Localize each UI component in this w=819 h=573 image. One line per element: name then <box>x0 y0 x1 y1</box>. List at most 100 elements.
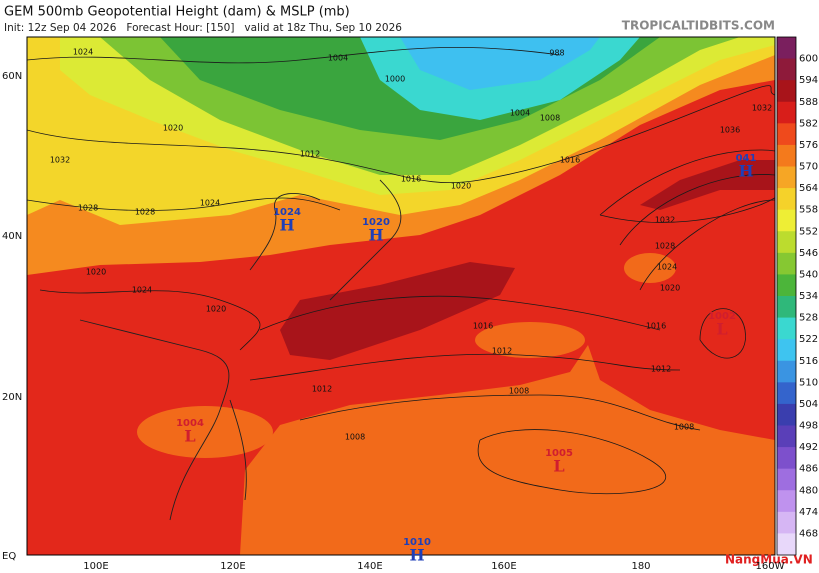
field-582-blob <box>137 406 273 458</box>
center-letter: L <box>184 427 195 446</box>
colorbar-cell <box>777 296 796 319</box>
isobar <box>27 85 775 184</box>
colorbar-label: 522 <box>799 334 818 345</box>
contour-label: 1012 <box>300 150 320 159</box>
colorbar-label: 540 <box>799 269 818 280</box>
coastline <box>249 193 321 271</box>
contour-label: 1016 <box>473 322 493 331</box>
contour-label: 1020 <box>86 268 106 277</box>
colorbar-cell <box>777 209 796 232</box>
colorbar-label: 600 <box>799 54 818 65</box>
colorbar-label: 516 <box>799 356 818 367</box>
isobar <box>699 308 746 359</box>
colorbar-label: 552 <box>799 226 818 237</box>
field-522 <box>400 37 600 90</box>
map-title: GEM 500mb Geopotential Height (dam) & MS… <box>4 5 350 20</box>
contour-label: 1024 <box>200 199 220 208</box>
lat-label: 20N <box>2 392 22 403</box>
colorbar-label: 474 <box>799 507 818 518</box>
colorbar-label: 534 <box>799 291 818 302</box>
watermark: NangMua.VN <box>725 553 813 567</box>
isobar <box>27 46 561 64</box>
colorbar-cell <box>777 188 796 211</box>
contour-label: 1016 <box>401 175 421 184</box>
center-pressure: 1020 <box>362 217 390 228</box>
lat-label: EQ <box>2 551 16 562</box>
colorbar-cell <box>777 339 796 362</box>
lon-label: 100E <box>83 561 108 572</box>
lon-label: 160E <box>491 561 516 572</box>
field-582-south <box>240 345 775 555</box>
colorbar-cell <box>777 144 796 167</box>
coastline <box>79 319 230 521</box>
isobar <box>249 353 681 381</box>
colorbar-cell <box>777 231 796 254</box>
coastline <box>329 179 402 301</box>
coastlines <box>79 179 402 521</box>
colorbar-cell <box>777 425 796 448</box>
isobar <box>27 197 341 211</box>
colorbar-cell <box>777 511 796 534</box>
center-pressure: 1004 <box>176 418 204 429</box>
colorbar-cell <box>777 447 796 470</box>
contour-label: 1032 <box>50 156 70 165</box>
center-letter: H <box>368 226 383 245</box>
colorbar-cell <box>777 80 796 103</box>
lat-label: 60N <box>2 71 22 82</box>
contour-label: 1004 <box>510 109 530 118</box>
contour-label: 1012 <box>312 385 332 394</box>
contour-label: 1032 <box>655 216 675 225</box>
colorbar-cell <box>777 317 796 340</box>
center-pressure: 041 <box>736 153 757 164</box>
contour-label: 1020 <box>660 284 680 293</box>
contour-label: 988 <box>549 49 564 58</box>
colorbar-frame <box>776 36 797 556</box>
center-pressure: 1024 <box>273 207 301 218</box>
colorbar-label: 564 <box>799 183 818 194</box>
colorbar-label: 582 <box>799 118 818 129</box>
colorbar-label: 570 <box>799 162 818 173</box>
contour-label: 1028 <box>135 208 155 217</box>
contour-label: 1020 <box>206 305 226 314</box>
colorbar-label: 504 <box>799 399 818 410</box>
contour-label: 1020 <box>163 124 183 133</box>
colorbar-label: 510 <box>799 377 818 388</box>
colorbar-label: 468 <box>799 528 818 539</box>
colorbar-cell <box>777 490 796 513</box>
center-letter: L <box>716 320 727 339</box>
colorbar-cell <box>777 360 796 383</box>
contour-label: 1036 <box>720 126 740 135</box>
field-582-blob <box>475 322 585 358</box>
contour-label: 1016 <box>646 322 666 331</box>
colorbar-cell <box>777 166 796 189</box>
colorbar-cell <box>777 533 796 556</box>
contour-label: 1012 <box>651 365 671 374</box>
contour-label: 1024 <box>73 48 93 57</box>
contour-label: 1024 <box>132 286 152 295</box>
lon-label: 140E <box>357 561 382 572</box>
colorbar-cell <box>777 382 796 405</box>
isobar <box>259 295 661 331</box>
colorbar-label: 486 <box>799 464 818 475</box>
center-letter: H <box>409 546 424 565</box>
colorbar-cell <box>777 403 796 426</box>
lon-label: 160W <box>756 561 785 572</box>
colorbar-cell <box>777 123 796 146</box>
center-letter: L <box>553 457 564 476</box>
colorbar-label: 480 <box>799 485 818 496</box>
colorbar-label: 558 <box>799 205 818 216</box>
colorbar-cell <box>777 468 796 491</box>
coastline <box>229 399 247 501</box>
isobar <box>599 149 775 223</box>
center-pressure: 1010 <box>403 537 431 548</box>
contour-label: 1000 <box>385 75 405 84</box>
colorbar-cell <box>777 58 796 81</box>
map-frame <box>26 36 776 556</box>
isobar <box>39 289 261 351</box>
isobars <box>27 46 775 495</box>
isobar <box>639 199 775 291</box>
colorbar-label: 498 <box>799 421 818 432</box>
contour-label: 1016 <box>560 156 580 165</box>
contour-labels: 1024 1004 1000 988 1020 1032 1012 1016 1020 1016 1… <box>50 48 772 442</box>
